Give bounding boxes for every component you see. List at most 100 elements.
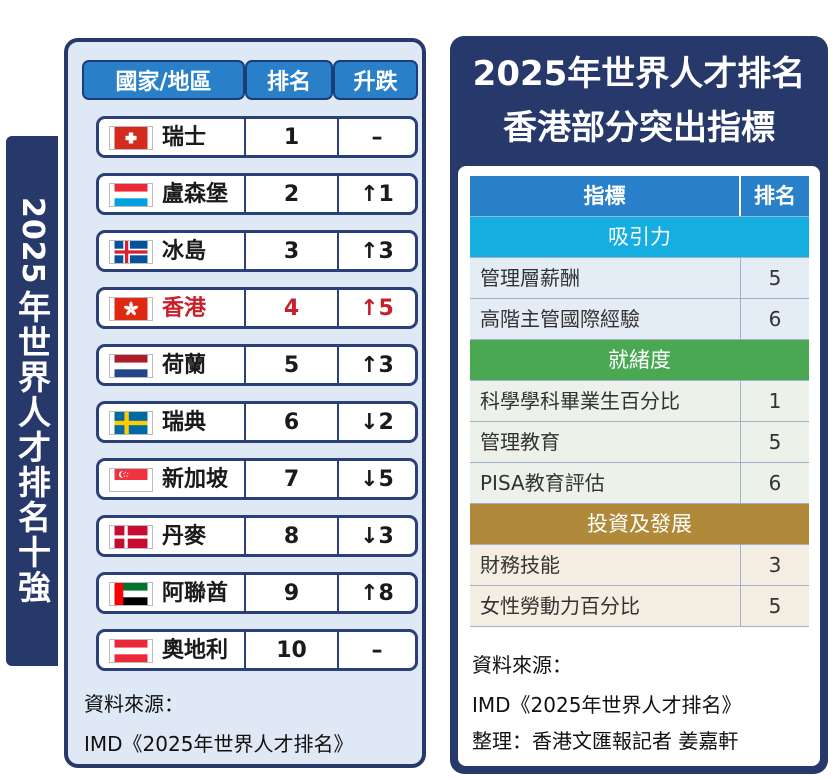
indicator-row: 管理教育 5	[470, 422, 809, 463]
indicator-rank: 6	[740, 299, 809, 339]
ranking-row: 阿聯酋 9 ↑8	[96, 572, 418, 614]
rank-value: 8	[283, 524, 300, 549]
column-divider	[337, 461, 339, 497]
indicator-row: 科學學科畢業生百分比 1	[470, 381, 809, 422]
rank-value: 2	[283, 182, 300, 207]
rank-value: 6	[283, 410, 300, 435]
country-name: 荷蘭	[162, 353, 207, 378]
side-title-bar: 2025 年世界人才排名十強	[6, 136, 58, 666]
column-divider	[244, 176, 246, 212]
column-divider	[244, 347, 246, 383]
country-name: 瑞士	[162, 125, 207, 150]
header-change: 升跌	[333, 60, 418, 100]
rank-change: –	[371, 125, 383, 150]
ranking-panel: 國家/地區 排名 升跌 瑞士 1 – 盧森堡 2 ↑1 冰島 3 ↑3 香港 4 ↑5 荷蘭 5 ↑3 瑞典 6…	[64, 38, 426, 768]
header-rank: 排名	[245, 60, 333, 100]
side-title-year: 2025	[15, 196, 50, 285]
indicators-card: 指標 排名 吸引力 管理層薪酬 5 高階主管國際經驗 6 就緒度 科學學科畢業生百分比 1 管理…	[458, 166, 820, 766]
column-divider	[244, 119, 246, 155]
country-name: 新加坡	[162, 467, 229, 492]
column-divider	[244, 461, 246, 497]
flag-luxembourg-icon	[109, 183, 153, 207]
indicators-table: 指標 排名 吸引力 管理層薪酬 5 高階主管國際經驗 6 就緒度 科學學科畢業生百分比 1 管理…	[470, 176, 809, 627]
ranking-row: 荷蘭 5 ↑3	[96, 344, 418, 386]
rank-value: 5	[283, 353, 300, 378]
rank-change: ↓5	[360, 467, 394, 492]
indicator-label: PISA教育評估	[480, 471, 605, 495]
category-header: 就緒度	[470, 340, 809, 381]
column-divider	[337, 347, 339, 383]
column-divider	[337, 575, 339, 611]
header-country: 國家/地區	[82, 60, 245, 100]
indicator-row: 高階主管國際經驗 6	[470, 299, 809, 340]
flag-austria-icon	[109, 639, 153, 663]
indicator-label: 管理教育	[480, 430, 560, 454]
country-name: 丹麥	[162, 524, 207, 549]
indicator-row: 財務技能 3	[470, 545, 809, 586]
column-divider	[337, 404, 339, 440]
source-label: 資料來源：	[84, 692, 184, 716]
country-name: 奧地利	[162, 638, 229, 663]
indicator-label: 高階主管國際經驗	[480, 307, 640, 331]
header-indicator: 指標	[583, 184, 626, 208]
column-divider	[244, 518, 246, 554]
source-text: IMD《2025年世界人才排名》	[472, 693, 742, 717]
column-divider	[244, 233, 246, 269]
column-divider	[337, 119, 339, 155]
category-header: 投資及發展	[470, 504, 809, 545]
rank-change: ↑3	[360, 239, 394, 264]
source-text: IMD《2025年世界人才排名》	[84, 732, 354, 756]
indicator-rank: 5	[740, 422, 809, 462]
indicator-label: 科學學科畢業生百分比	[480, 389, 680, 413]
ranking-row: 香港 4 ↑5	[96, 287, 418, 329]
flag-singapore-icon	[109, 468, 153, 492]
rank-change: ↓3	[360, 524, 394, 549]
flag-sweden-icon	[109, 411, 153, 435]
flag-iceland-icon	[109, 240, 153, 264]
flag-switzerland-icon	[109, 126, 153, 150]
country-name: 阿聯酋	[162, 581, 229, 606]
indicator-rank: 6	[740, 463, 809, 503]
ranking-row: 瑞士 1 –	[96, 116, 418, 158]
indicator-label: 管理層薪酬	[480, 266, 580, 290]
ranking-row: 丹麥 8 ↓3	[96, 515, 418, 557]
ranking-row: 盧森堡 2 ↑1	[96, 173, 418, 215]
rank-change: ↑5	[360, 296, 394, 321]
rank-value: 10	[276, 638, 307, 663]
rank-change: ↓2	[360, 410, 394, 435]
indicator-row: PISA教育評估 6	[470, 463, 809, 504]
table-header: 指標 排名	[470, 176, 809, 217]
indicator-row: 管理層薪酬 5	[470, 258, 809, 299]
ranking-row: 奧地利 10 –	[96, 629, 418, 671]
column-divider	[244, 404, 246, 440]
rank-value: 1	[283, 125, 300, 150]
rank-value: 3	[283, 239, 300, 264]
header-rank: 排名	[739, 176, 809, 216]
column-divider	[337, 518, 339, 554]
source-label: 資料來源：	[472, 653, 572, 677]
rank-value: 9	[283, 581, 300, 606]
column-divider	[337, 632, 339, 668]
column-divider	[337, 176, 339, 212]
panel-title-line2: 香港部分突出指標	[503, 108, 775, 148]
rank-change: ↑1	[360, 182, 394, 207]
indicator-rank: 1	[740, 381, 809, 421]
editor-credit: 整理：香港文匯報記者 姜嘉軒	[472, 729, 739, 753]
indicator-rank: 5	[740, 586, 809, 626]
rank-value: 7	[283, 467, 300, 492]
country-name: 香港	[162, 296, 207, 321]
indicator-rank: 5	[740, 258, 809, 298]
category-header: 吸引力	[470, 217, 809, 258]
ranking-row: 冰島 3 ↑3	[96, 230, 418, 272]
flag-denmark-icon	[109, 525, 153, 549]
rank-change: ↑8	[360, 581, 394, 606]
side-title-text: 年世界人才排名十強	[12, 290, 52, 606]
column-divider	[244, 575, 246, 611]
country-name: 盧森堡	[162, 182, 229, 207]
indicator-label: 財務技能	[480, 553, 560, 577]
rank-change: ↑3	[360, 353, 394, 378]
indicators-panel: 2025年世界人才排名 香港部分突出指標 指標 排名 吸引力 管理層薪酬 5 高階主管…	[450, 36, 828, 774]
column-divider	[244, 632, 246, 668]
country-name: 冰島	[162, 239, 207, 264]
ranking-row: 新加坡 7 ↓5	[96, 458, 418, 500]
